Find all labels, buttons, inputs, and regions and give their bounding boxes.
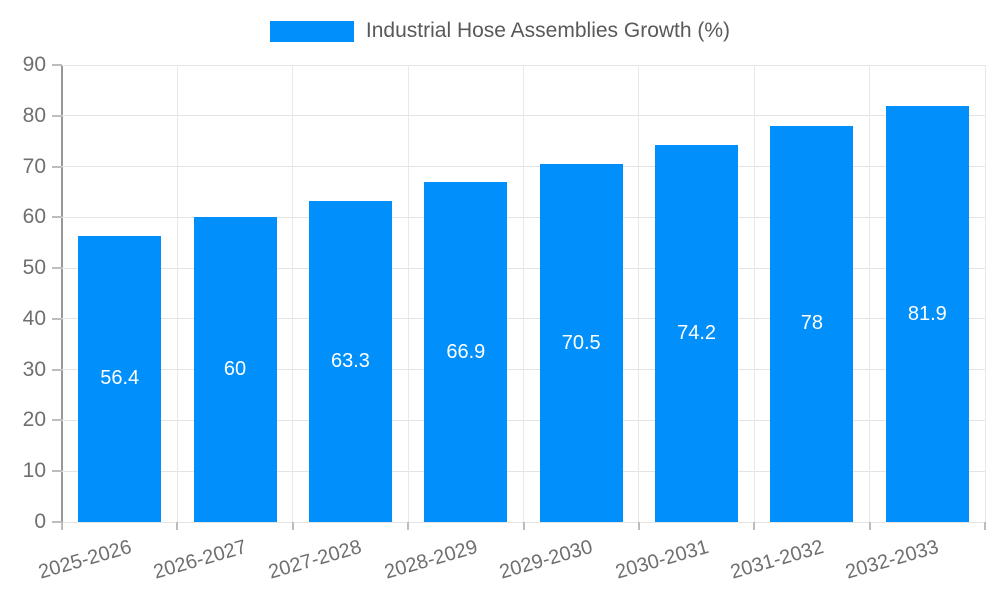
x-axis-tick <box>753 522 756 530</box>
bar: 60 <box>193 217 277 522</box>
gridline-vertical <box>869 65 871 522</box>
bar: 70.5 <box>539 164 623 522</box>
gridline-vertical <box>407 65 409 522</box>
gridline-vertical <box>984 65 986 522</box>
y-axis-label: 20 <box>22 408 46 432</box>
gridline-vertical <box>638 65 640 522</box>
x-axis-tick <box>407 522 410 530</box>
y-axis-label: 0 <box>34 510 46 533</box>
bar: 81.9 <box>885 106 969 522</box>
y-axis-tick <box>52 419 62 422</box>
bar: 78 <box>770 125 854 522</box>
y-axis-tick <box>52 470 62 473</box>
y-axis-label: 30 <box>22 357 46 381</box>
x-axis-tick <box>176 522 179 530</box>
y-axis-tick <box>52 317 62 320</box>
x-axis-tick <box>61 522 63 530</box>
x-axis-tick <box>291 522 294 530</box>
bar-value-label: 70.5 <box>561 331 601 354</box>
y-axis-tick <box>52 114 62 117</box>
x-axis-tick <box>522 522 525 530</box>
gridline-vertical <box>176 65 178 522</box>
bar: 56.4 <box>78 235 162 522</box>
y-axis-tick <box>52 368 62 371</box>
gridline-vertical <box>753 65 755 522</box>
y-axis-tick <box>52 64 62 66</box>
y-axis-tick <box>52 216 62 219</box>
y-axis-line <box>61 65 63 530</box>
legend-swatch <box>269 20 354 42</box>
y-axis-tick <box>52 521 62 523</box>
y-axis-tick <box>52 267 62 270</box>
y-axis-label: 50 <box>22 256 46 280</box>
x-axis-tick <box>637 522 640 530</box>
chart-legend: Industrial Hose Assemblies Growth (%) <box>0 19 1000 43</box>
y-axis-tick <box>52 165 62 168</box>
x-axis-tick <box>868 522 871 530</box>
x-axis-tick <box>984 522 986 530</box>
y-axis-label: 10 <box>22 459 46 483</box>
bar-value-label: 74.2 <box>677 322 717 345</box>
bar: 63.3 <box>308 200 392 522</box>
bar: 66.9 <box>424 182 508 522</box>
gridline-vertical <box>292 65 294 522</box>
plot-area: 56.4 60 63.3 66.9 70.5 74.2 78 81.9 <box>62 64 986 523</box>
bar-value-label: 63.3 <box>330 349 370 372</box>
bar: 74.2 <box>655 145 739 522</box>
bar-value-label: 81.9 <box>907 302 947 325</box>
y-axis-label: 80 <box>22 103 46 127</box>
y-axis-label: 40 <box>22 306 46 330</box>
y-axis-label: 60 <box>22 205 46 229</box>
bar-value-label: 60 <box>223 358 247 381</box>
bar-value-label: 66.9 <box>446 340 486 363</box>
legend-label: Industrial Hose Assemblies Growth (%) <box>365 19 731 42</box>
bar-value-label: 78 <box>800 312 824 335</box>
bar-value-label: 56.4 <box>100 367 140 390</box>
y-axis-label: 70 <box>22 154 46 178</box>
y-axis-label: 90 <box>22 53 46 76</box>
gridline-vertical <box>523 65 524 522</box>
